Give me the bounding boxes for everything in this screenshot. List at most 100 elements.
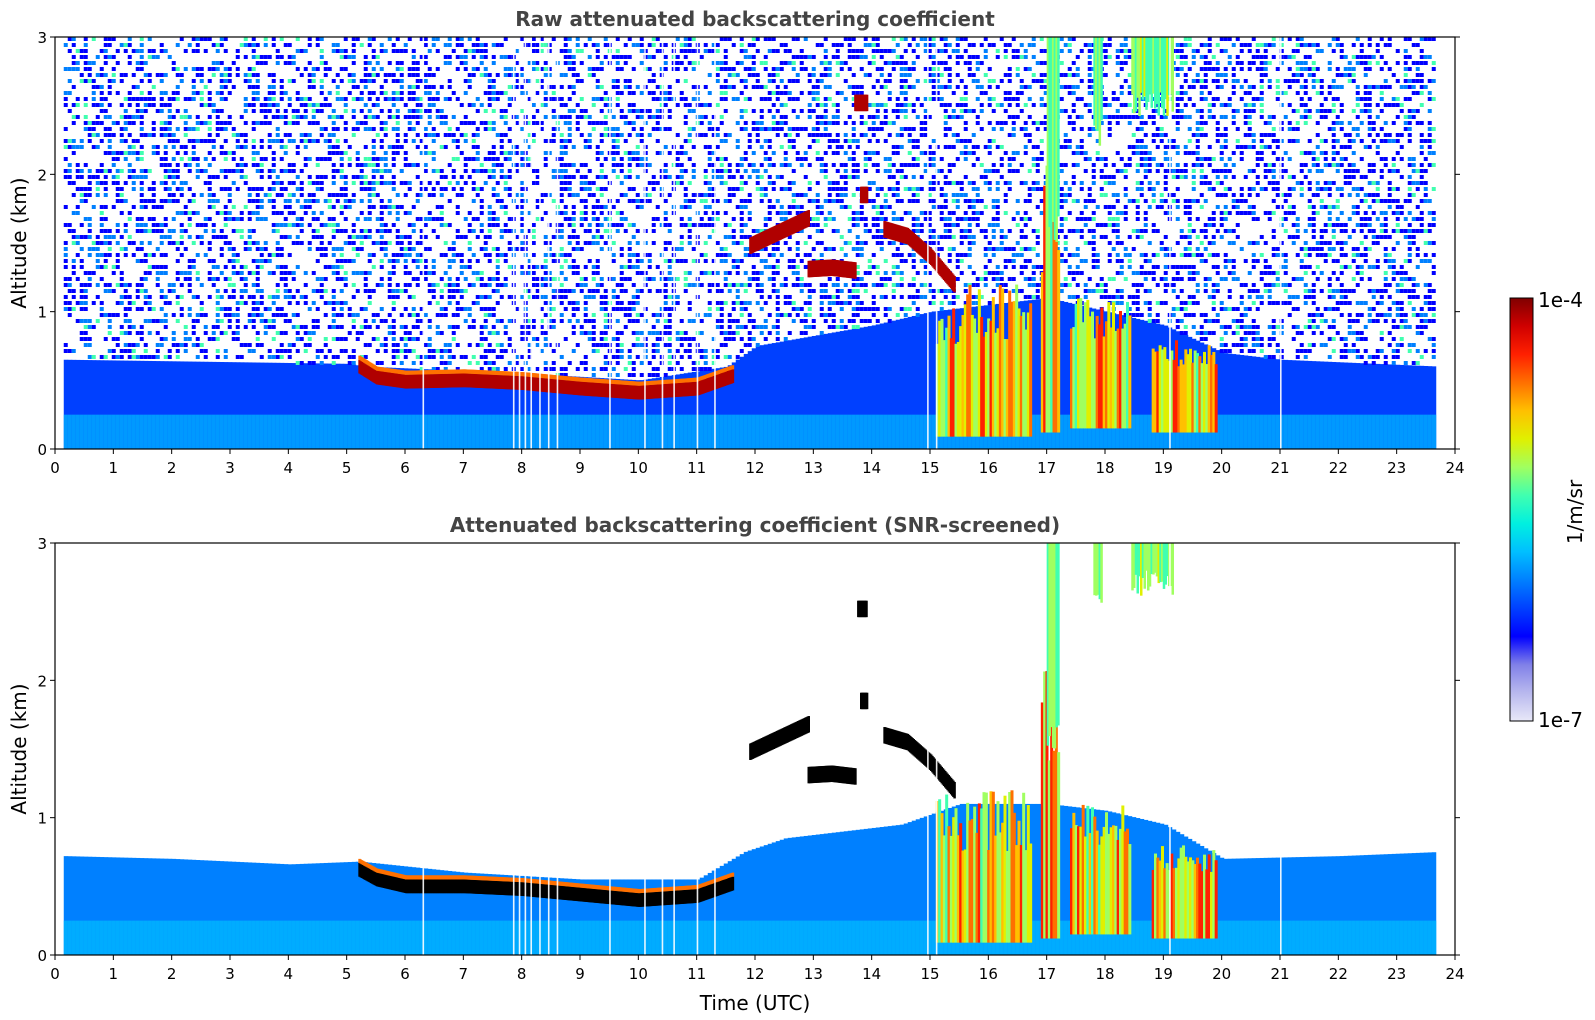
noise-cell <box>135 151 140 155</box>
noise-cell <box>391 265 396 269</box>
noise-cell <box>363 175 368 179</box>
noise-cell <box>691 223 696 227</box>
bl-column <box>627 379 633 449</box>
near-surface <box>343 414 349 449</box>
near-surface <box>171 414 177 449</box>
noise-cell <box>751 121 756 125</box>
noise-cell <box>679 181 684 185</box>
noise-cell <box>575 283 580 287</box>
noise-cell <box>115 259 120 263</box>
noise-cell <box>719 169 724 173</box>
noise-cell <box>571 271 576 275</box>
noise-cell <box>543 301 548 305</box>
noise-cell <box>727 289 732 293</box>
noise-cell <box>403 139 408 143</box>
noise-cell <box>295 115 300 119</box>
noise-cell <box>551 85 556 89</box>
noise-cell <box>271 223 276 227</box>
noise-cell <box>771 289 776 293</box>
noise-cell <box>803 37 808 41</box>
near-surface <box>491 414 497 449</box>
noise-cell <box>543 271 548 275</box>
noise-cell <box>247 271 252 275</box>
noise-cell <box>631 295 636 299</box>
noise-cell <box>507 337 512 341</box>
noise-cell <box>279 265 284 269</box>
noise-cell <box>755 229 760 233</box>
noise-cell <box>475 217 480 221</box>
noise-cell <box>339 193 344 197</box>
noise-cell <box>731 259 736 263</box>
noise-cell <box>547 343 552 347</box>
noise-cell <box>391 295 396 299</box>
noise-cell <box>703 205 708 209</box>
noise-cell <box>191 241 196 245</box>
noise-cell <box>251 37 256 41</box>
noise-cell <box>367 343 372 347</box>
bl-column <box>731 362 737 449</box>
noise-cell <box>391 223 396 227</box>
bl-column <box>319 363 325 449</box>
noise-cell <box>515 307 520 311</box>
bl-column <box>111 360 117 449</box>
noise-cell <box>371 103 376 107</box>
noise-cell <box>551 367 556 371</box>
noise-cell <box>763 37 768 41</box>
noise-cell <box>279 37 284 41</box>
noise-cell <box>207 67 212 71</box>
bl-column <box>307 363 313 449</box>
noise-cell <box>799 193 804 197</box>
noise-cell <box>347 313 352 317</box>
noise-cell <box>239 175 244 179</box>
noise-cell <box>627 163 632 167</box>
noise-cell <box>191 139 196 143</box>
noise-cell <box>159 91 164 95</box>
noise-cell <box>443 175 448 179</box>
noise-cell <box>483 313 488 317</box>
noise-cell <box>155 55 160 59</box>
noise-cell <box>323 247 328 251</box>
noise-cell <box>307 181 312 185</box>
noise-cell <box>575 235 580 239</box>
noise-cell <box>751 271 756 275</box>
bl-column <box>715 368 721 449</box>
noise-cell <box>587 115 592 119</box>
noise-cell <box>279 247 284 251</box>
noise-cell <box>615 49 620 53</box>
noise-cell <box>331 319 336 323</box>
noise-cell <box>503 151 508 155</box>
noise-cell <box>499 91 504 95</box>
noise-cell <box>455 307 460 311</box>
near-surface <box>799 414 805 449</box>
noise-cell <box>135 289 140 293</box>
noise-cell <box>83 49 88 53</box>
noise-cell <box>531 115 536 119</box>
noise-cell <box>411 163 416 167</box>
noise-cell <box>131 301 136 305</box>
noise-cell <box>283 91 288 95</box>
noise-cell <box>155 109 160 113</box>
noise-cell <box>687 109 692 113</box>
bl-column <box>283 362 289 449</box>
noise-cell <box>415 325 420 329</box>
noise-cell <box>207 175 212 179</box>
noise-cell <box>583 241 588 245</box>
bl-column <box>119 360 125 449</box>
noise-cell <box>327 241 332 245</box>
noise-cell <box>267 349 272 353</box>
noise-cell <box>423 355 428 359</box>
noise-cell <box>107 91 112 95</box>
noise-cell <box>391 43 396 47</box>
bl-column <box>335 363 341 449</box>
noise-cell <box>755 169 760 173</box>
bl-column <box>491 372 497 449</box>
noise-cell <box>479 103 484 107</box>
noise-cell <box>123 109 128 113</box>
noise-cell <box>775 301 780 305</box>
noise-cell <box>395 61 400 65</box>
noise-cell <box>379 121 384 125</box>
noise-cell <box>151 223 156 227</box>
noise-cell <box>775 307 780 311</box>
noise-cell <box>143 343 148 347</box>
noise-cell <box>575 37 580 41</box>
